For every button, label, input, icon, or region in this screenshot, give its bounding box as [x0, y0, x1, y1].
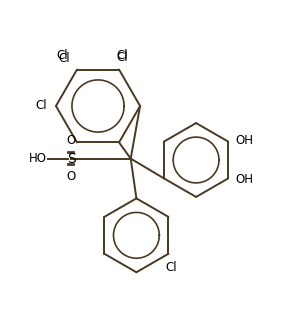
Text: Cl: Cl — [116, 51, 128, 64]
Text: O: O — [66, 170, 76, 183]
Text: Cl: Cl — [57, 50, 69, 62]
Text: S: S — [67, 152, 75, 165]
Text: Cl: Cl — [36, 99, 47, 112]
Text: HO: HO — [29, 152, 47, 165]
Text: OH: OH — [235, 173, 253, 186]
Text: OH: OH — [235, 134, 253, 147]
Text: Cl: Cl — [116, 50, 128, 62]
Text: Cl: Cl — [165, 261, 177, 274]
Text: O: O — [66, 134, 76, 148]
Text: Cl: Cl — [58, 52, 70, 65]
